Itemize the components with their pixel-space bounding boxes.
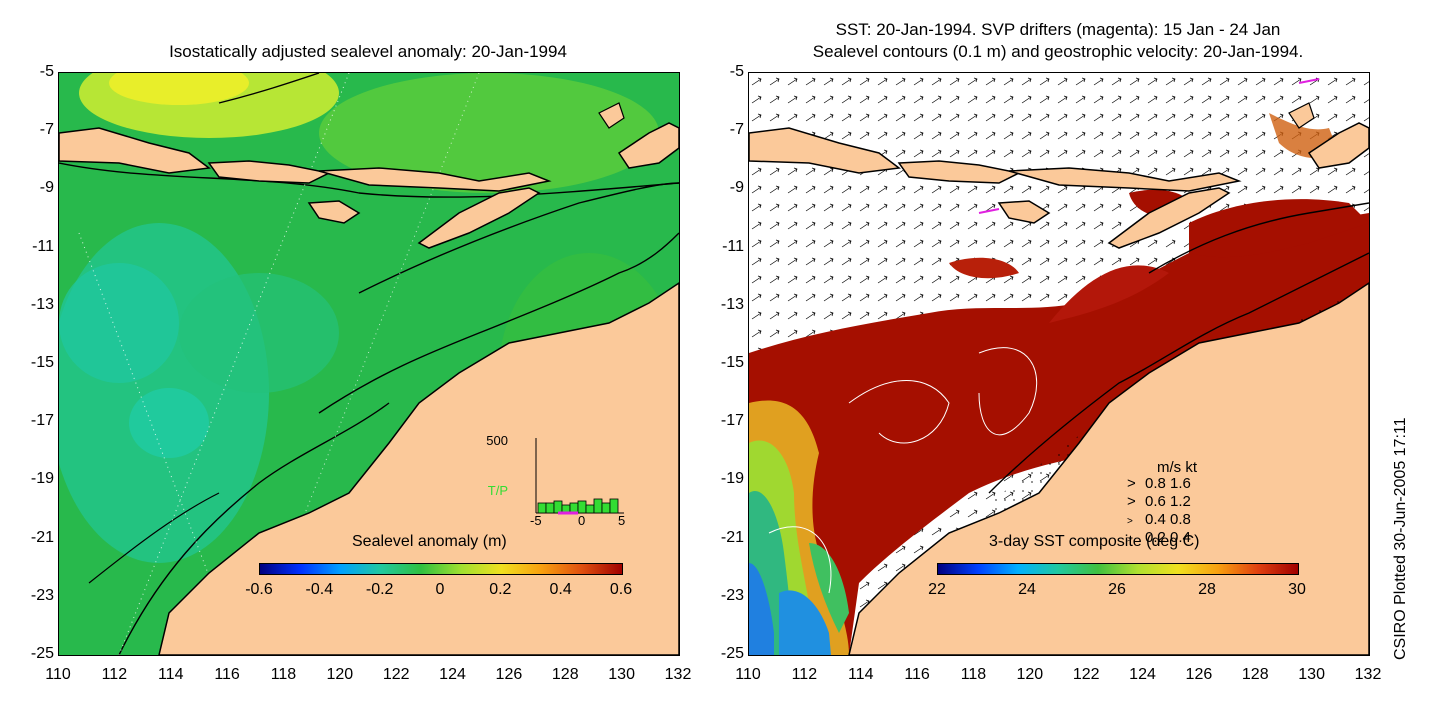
right-colorbar (937, 563, 1299, 575)
inset-xtick-left: -5 (530, 513, 542, 528)
right-y-axis-tick: -5 (729, 63, 744, 80)
left-colorbar-ticks: -0.6 -0.4 -0.2 0 0.2 0.4 0.6 (245, 581, 632, 601)
right-x-axis-tick: 112 (791, 666, 818, 683)
right-map-graphic (749, 73, 1369, 655)
left-y-axis-tick: -19 (30, 470, 54, 488)
left-y-axis-tick: -21 (30, 528, 54, 546)
arrow-icon: > (1127, 475, 1136, 492)
left-y-axis-tick: -9 (39, 179, 54, 197)
right-colorbar-label: 3-day SST composite (deg C) (989, 533, 1200, 550)
right-colorbar-tick: 22 (928, 581, 946, 598)
right-y-axis-tick: -21 (720, 528, 744, 546)
velocity-legend-header: m/s kt (1157, 459, 1197, 476)
right-colorbar-ticks: 22 24 26 28 30 (928, 581, 1306, 601)
left-colorbar-tick: 0.4 (549, 581, 572, 598)
right-x-axis-tick: 126 (1185, 666, 1213, 683)
right-x-axis-tick: 130 (1298, 666, 1325, 683)
inset-histogram: 500 T/P -5 0 5 (474, 433, 634, 528)
arrow-icon: > (1127, 535, 1132, 544)
inset-xtick-mid: 0 (578, 513, 586, 528)
right-y-axis-tick: -17 (720, 412, 744, 430)
right-map-title-line1: SST: 20-Jan-1994. SVP drifters (magenta)… (835, 20, 1281, 39)
right-colorbar-tick: 24 (1018, 581, 1036, 598)
left-x-axis-tick: 128 (551, 666, 579, 683)
left-x-axis-tick: 124 (439, 666, 466, 683)
left-x-axis-tick: 118 (270, 666, 297, 683)
left-colorbar-tick: 0.2 (489, 581, 512, 598)
right-x-axis-tick: 118 (960, 666, 987, 683)
velocity-legend-row-4: >0.2 0.4 (1127, 529, 1191, 546)
left-colorbar-tick: 0.6 (609, 581, 633, 598)
left-x-axis-tick: 122 (382, 666, 410, 683)
left-y-axis-tick: -25 (30, 645, 54, 662)
left-y-axis-tick: -13 (30, 295, 54, 313)
right-colorbar-tick: 30 (1288, 581, 1306, 598)
right-x-axis-tick: 132 (1354, 666, 1382, 683)
inset-xtick-right: 5 (618, 513, 626, 528)
right-x-axis-tick: 124 (1129, 666, 1156, 683)
arrow-icon: > (1127, 493, 1136, 510)
left-colorbar-tick: -0.4 (305, 581, 334, 598)
right-x-axis-tick: 114 (847, 666, 874, 683)
arrow-icon: > (1127, 516, 1133, 527)
left-x-axis-tick: 130 (608, 666, 635, 683)
left-colorbar-tick: 0 (435, 581, 445, 598)
left-colorbar-label: Sealevel anomaly (m) (352, 533, 507, 550)
right-sst-map: m/s kt >0.8 1.6 >0.6 1.2 >0.4 0.8 >0.2 0… (748, 72, 1370, 656)
left-x-axis-tick: 116 (214, 666, 240, 683)
right-colorbar-tick: 28 (1198, 581, 1216, 598)
left-y-axis-tick: -17 (30, 412, 54, 430)
left-y-axis-tick: -15 (30, 354, 54, 371)
right-y-axis-tick: -7 (729, 121, 744, 139)
right-y-axis-tick: -15 (720, 354, 744, 371)
left-y-axis-tick: -5 (39, 63, 54, 80)
right-y-axis-tick: -9 (729, 179, 744, 197)
left-colorbar-tick: -0.6 (245, 581, 273, 598)
right-x-axis-tick: 116 (904, 666, 930, 683)
right-y-axis-tick: -11 (722, 237, 744, 255)
right-y-axis-tick: -25 (720, 645, 744, 662)
left-y-axis-tick: -23 (30, 586, 54, 604)
right-y-axis-tick: -13 (720, 295, 744, 313)
right-y-axis-tick: -19 (720, 470, 744, 488)
left-x-axis-tick: 126 (495, 666, 523, 683)
plotted-by-footer: CSIRO Plotted 30-Jun-2005 17:11 (1392, 417, 1409, 660)
right-colorbar-tick: 26 (1108, 581, 1126, 598)
left-x-axis-tick: 132 (664, 666, 692, 683)
left-y-axis-tick: -7 (39, 121, 54, 139)
left-x-axis-tick: 112 (101, 666, 128, 683)
velocity-legend-row-1: >0.8 1.6 (1127, 475, 1191, 492)
right-x-axis-tick: 128 (1241, 666, 1269, 683)
left-x-axis-tick: 110 (45, 666, 71, 683)
inset-ymax-label: 500 (486, 433, 508, 448)
right-map-title-line2: Sealevel contours (0.1 m) and geostrophi… (812, 42, 1304, 61)
right-x-axis-tick: 110 (735, 666, 761, 683)
left-map-graphic (59, 73, 679, 655)
left-map-title: Isostatically adjusted sealevel anomaly:… (169, 42, 567, 61)
right-x-axis-tick: 120 (1016, 666, 1044, 683)
right-x-axis-tick: 122 (1072, 666, 1100, 683)
velocity-legend-row-3: >0.4 0.8 (1127, 511, 1191, 528)
left-x-axis-tick: 120 (326, 666, 354, 683)
left-y-axis-tick: -11 (32, 237, 54, 255)
left-x-axis-tick: 114 (157, 666, 184, 683)
left-sealevel-map: 500 T/P -5 0 5 Sealevel anomaly (m) (58, 72, 680, 656)
right-y-axis-tick: -23 (720, 586, 744, 604)
left-colorbar-tick: -0.2 (365, 581, 394, 598)
velocity-legend-row-2: >0.6 1.2 (1127, 493, 1191, 510)
inset-series-label: T/P (487, 483, 508, 498)
left-colorbar (259, 563, 623, 575)
inset-histogram-plot (535, 438, 624, 515)
